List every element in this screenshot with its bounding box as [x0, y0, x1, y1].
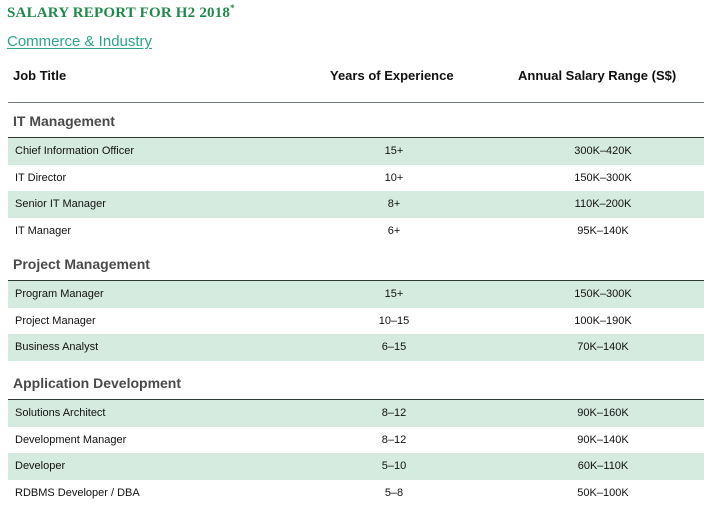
column-header-years-of-experience: Years of Experience [330, 68, 454, 83]
job-title-cell: RDBMS Developer / DBA [15, 486, 140, 499]
section-project-management: Project Management Program Manager 15+ 1… [8, 247, 704, 361]
years-cell: 10–15 [378, 314, 410, 327]
salary-cell: 150K–300K [574, 171, 632, 184]
salary-cell: 110K–200K [574, 198, 632, 211]
section-title: Project Management [8, 247, 704, 281]
years-cell: 10+ [384, 171, 404, 184]
years-cell: 15+ [384, 288, 404, 300]
years-cell: 15+ [384, 145, 404, 157]
column-header-annual-salary-range: Annual Salary Range (S$) [518, 68, 677, 83]
job-title-cell: IT Director [15, 171, 67, 184]
report-title-footnote-mark: * [230, 3, 235, 13]
years-cell: 8+ [387, 198, 401, 211]
salary-cell: 90K–140K [577, 433, 629, 446]
table-row: Senior IT Manager 8+ 110K–200K [8, 191, 704, 218]
table-row: Solutions Architect 8–12 90K–160K [8, 400, 704, 427]
section-title: IT Management [8, 104, 704, 138]
salary-cell: 100K–190K [574, 314, 632, 327]
salary-cell: 90K–160K [577, 407, 629, 419]
table-row: Program Manager 15+ 150K–300K [8, 281, 704, 308]
table-row: Business Analyst 6–15 70K–140K [8, 334, 704, 361]
section-application-development: Application Development Solutions Archit… [8, 366, 704, 506]
job-title-cell: Senior IT Manager [15, 198, 106, 211]
table-row: RDBMS Developer / DBA 5–8 50K–100K [8, 480, 704, 507]
column-header-job-title: Job Title [13, 68, 67, 83]
salary-cell: 300K–420K [574, 145, 632, 157]
salary-cell: 150K–300K [574, 288, 632, 300]
salary-cell: 60K–110K [577, 460, 629, 473]
job-title-cell: Program Manager [15, 288, 104, 300]
years-cell: 5–8 [384, 486, 404, 499]
table-row: Project Manager 10–15 100K–190K [8, 308, 704, 335]
job-title-cell: Project Manager [15, 314, 96, 327]
table-row: Developer 5–10 60K–110K [8, 453, 704, 480]
years-cell: 8–12 [381, 433, 407, 446]
years-cell: 6–15 [381, 341, 407, 354]
header-divider [8, 102, 704, 103]
report-title: SALARY REPORT FOR H2 2018* [7, 3, 235, 22]
job-title-cell: Chief Information Officer [15, 145, 135, 157]
salary-cell: 95K–140K [577, 224, 629, 237]
job-title-cell: Developer [15, 460, 66, 473]
report-title-text: SALARY REPORT FOR H2 2018 [7, 5, 231, 21]
report-subtitle: Commerce & Industry [7, 33, 153, 50]
years-cell: 8–12 [381, 407, 407, 419]
table-row: IT Manager 6+ 95K–140K [8, 218, 704, 245]
salary-cell: 70K–140K [577, 341, 629, 354]
years-cell: 5–10 [381, 460, 407, 473]
salary-cell: 50K–100K [577, 486, 629, 499]
job-title-cell: IT Manager [15, 224, 72, 237]
job-title-cell: Development Manager [15, 433, 127, 446]
table-row: Chief Information Officer 15+ 300K–420K [8, 138, 704, 165]
job-title-cell: Solutions Architect [15, 407, 106, 419]
years-cell: 6+ [387, 224, 401, 237]
table-row: IT Director 10+ 150K–300K [8, 165, 704, 192]
job-title-cell: Business Analyst [15, 341, 99, 354]
section-title: Application Development [8, 366, 704, 400]
table-row: Development Manager 8–12 90K–140K [8, 427, 704, 454]
section-it-management: IT Management Chief Information Officer … [8, 104, 704, 244]
